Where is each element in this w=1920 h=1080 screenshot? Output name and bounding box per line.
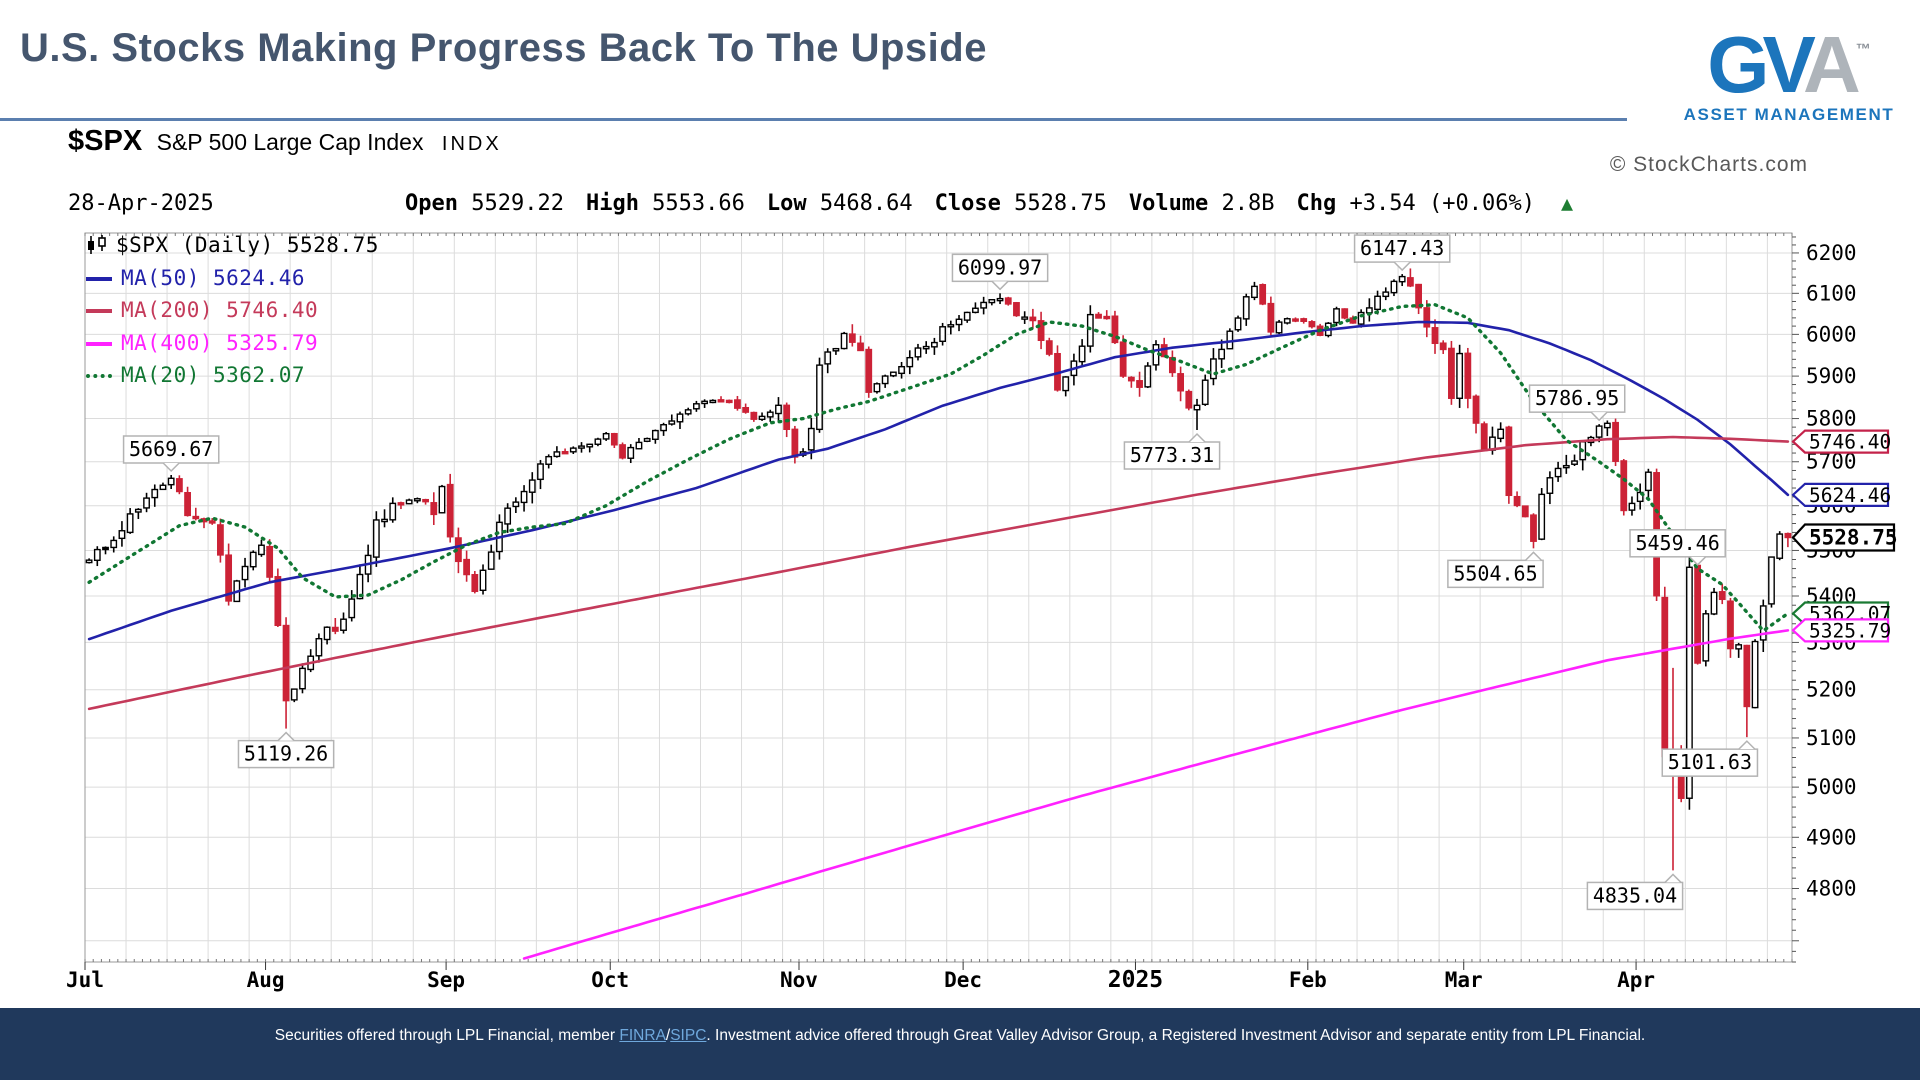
svg-text:5624.46: 5624.46 [1809, 484, 1891, 507]
legend-swatch [86, 276, 112, 281]
svg-text:5101.63: 5101.63 [1668, 750, 1752, 774]
svg-text:5669.67: 5669.67 [129, 437, 213, 461]
legend-series-value: 5528.75 [286, 233, 379, 257]
change-up-arrow-icon: ▲ [1560, 191, 1574, 215]
svg-text:5000: 5000 [1806, 775, 1857, 799]
svg-text:Nov: Nov [780, 968, 818, 992]
legend-label: MA(20) 5362.07 [121, 363, 306, 387]
svg-text:6147.43: 6147.43 [1360, 236, 1444, 260]
svg-text:Mar: Mar [1445, 968, 1483, 992]
quote-row: 28-Apr-2025 Open 5529.22 High 5553.66 Low … [68, 191, 1820, 216]
legend-label: MA(200) 5746.40 [121, 298, 319, 322]
price-chart-svg: 4800490050005100520053005400550056005700… [66, 232, 1898, 993]
logo-letter-a: A [1802, 20, 1861, 109]
trademark-symbol: ™ [1855, 41, 1871, 58]
footer-disclaimer: Securities offered through LPL Financial… [0, 1008, 1920, 1080]
svg-text:Oct: Oct [591, 968, 629, 992]
legend-item: MA(400) 5325.79 [86, 327, 379, 360]
svg-text:Jul: Jul [66, 968, 104, 992]
legend-label: MA(400) 5325.79 [121, 330, 319, 355]
quote-item: High 5553.66 [585, 191, 745, 216]
logo-subtext: ASSET MANAGEMENT [1683, 105, 1895, 124]
gva-logo: GVA ™ ASSET MANAGEMENT [1674, 4, 1904, 125]
svg-text:5504.65: 5504.65 [1453, 561, 1537, 585]
footer-text-before: Securities offered through LPL Financial… [274, 1027, 620, 1044]
svg-text:Feb: Feb [1289, 968, 1327, 992]
svg-text:6000: 6000 [1806, 322, 1857, 346]
svg-text:4800: 4800 [1806, 876, 1857, 900]
legend-item: MA(200) 5746.40 [86, 294, 379, 327]
svg-text:Apr: Apr [1617, 968, 1655, 992]
svg-text:5700: 5700 [1806, 450, 1857, 474]
finra-link[interactable]: FINRA [619, 1027, 666, 1044]
page-title: U.S. Stocks Making Progress Back To The … [20, 26, 987, 70]
legend-swatch [86, 309, 112, 313]
svg-text:2025: 2025 [1108, 967, 1163, 993]
svg-text:6099.97: 6099.97 [958, 255, 1042, 279]
svg-text:6100: 6100 [1806, 281, 1857, 305]
svg-text:5800: 5800 [1806, 407, 1857, 431]
quote-item: Low 5468.64 [766, 191, 913, 216]
legend-series-label: $SPX (Daily) [116, 233, 274, 257]
legend-label: MA(50) 5624.46 [121, 265, 306, 290]
gva-logo-letters: GVA ™ [1674, 4, 1904, 111]
candlestick-icon [88, 235, 106, 254]
chart-legend: $SPX (Daily) 5528.75 MA(50) 5624.46 MA(20… [86, 229, 379, 392]
svg-text:Aug: Aug [247, 968, 285, 992]
svg-text:5325.79: 5325.79 [1809, 619, 1891, 642]
svg-text:Dec: Dec [944, 968, 982, 992]
stockchart: 4800490050005100520053005400550056005700… [60, 125, 1900, 1005]
logo-letter-v: V [1762, 20, 1810, 109]
svg-text:5528.75: 5528.75 [1809, 525, 1898, 549]
legend-swatch [86, 341, 112, 346]
quote-item: Close 5528.75 [934, 191, 1107, 216]
quote-item: Volume 2.8B [1128, 191, 1275, 216]
footer-text-after: . Investment advice offered through Grea… [706, 1027, 1646, 1044]
svg-text:5119.26: 5119.26 [244, 742, 328, 766]
svg-text:5100: 5100 [1806, 726, 1857, 750]
svg-text:5786.95: 5786.95 [1535, 386, 1619, 410]
legend-swatch [86, 374, 112, 378]
ticker-symbol: $SPX [68, 125, 143, 157]
index-name: S&P 500 Large Cap Index [156, 129, 424, 155]
svg-text:5900: 5900 [1806, 364, 1857, 388]
exchange-label: INDX [441, 133, 502, 155]
svg-text:5746.40: 5746.40 [1809, 431, 1891, 454]
svg-text:6200: 6200 [1806, 241, 1857, 265]
svg-text:4900: 4900 [1806, 825, 1857, 849]
legend-item: MA(20) 5362.07 [86, 359, 379, 392]
sipc-link[interactable]: SIPC [670, 1027, 707, 1044]
stockcharts-attribution: © StockCharts.com [1609, 153, 1808, 176]
svg-text:5773.31: 5773.31 [1130, 443, 1214, 467]
svg-text:5459.46: 5459.46 [1635, 531, 1719, 555]
chart-header: $SPX S&P 500 Large Cap Index INDX [68, 125, 502, 158]
svg-text:5200: 5200 [1806, 678, 1857, 702]
footer-link-separator: / [665, 1027, 671, 1044]
legend-series: $SPX (Daily) 5528.75 [86, 229, 379, 262]
svg-text:Sep: Sep [427, 968, 465, 992]
quote-date: 28-Apr-2025 [68, 191, 214, 216]
legend-item: MA(50) 5624.46 [86, 262, 379, 295]
quote-values: Open 5529.22 High 5553.66 Low 5468.64 Close… [405, 191, 1573, 216]
title-divider [0, 118, 1627, 121]
logo-letter-g: G [1707, 20, 1769, 109]
svg-text:4835.04: 4835.04 [1593, 883, 1677, 907]
quote-item: Open 5529.22 [405, 191, 564, 216]
quote-item: Chg +3.54 (+0.06%) [1296, 191, 1535, 216]
